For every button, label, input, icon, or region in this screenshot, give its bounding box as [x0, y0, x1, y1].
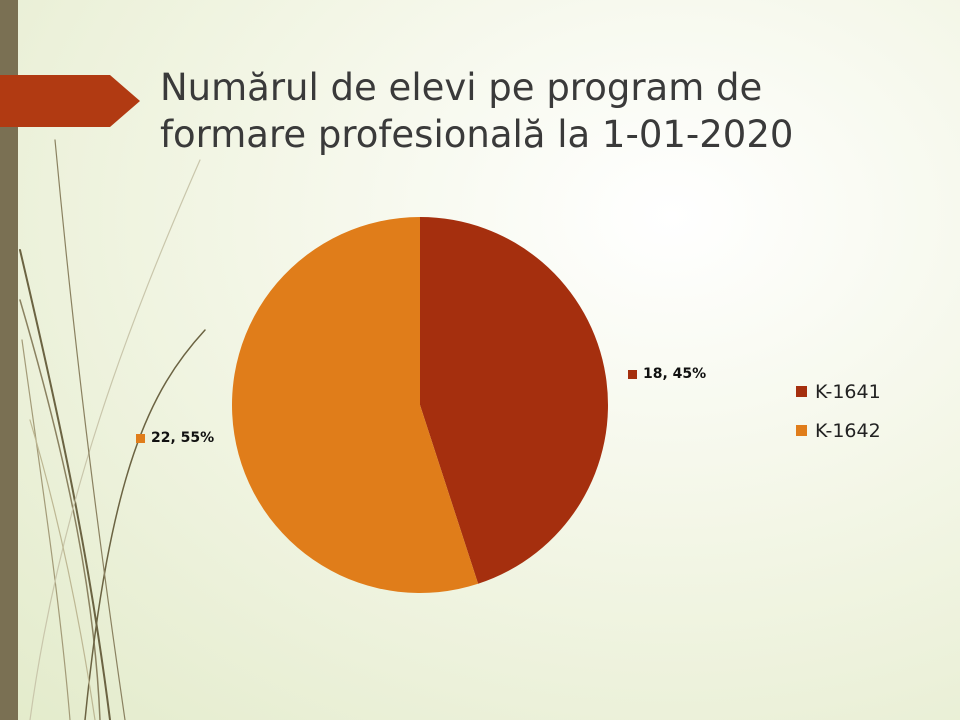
legend-swatch — [796, 386, 807, 397]
data-label-swatch — [136, 433, 145, 443]
legend-label: K-1641 — [815, 380, 881, 403]
slide-title-line-1: Numărul de elevi pe program de — [160, 66, 763, 109]
slide-title: Numărul de elevi pe program de formare p… — [160, 64, 920, 158]
side-bar — [0, 0, 18, 720]
legend-swatch — [796, 425, 807, 436]
data-label-text: 22, 55% — [151, 430, 215, 446]
legend-label: K-1642 — [815, 419, 881, 442]
slide-title-line-2: formare profesională la 1-01-2020 — [160, 113, 794, 156]
grass-strokes — [19, 139, 206, 720]
data-label-k-1641: 18, 45% — [628, 366, 706, 382]
legend: K-1641 K-1642 — [796, 372, 881, 450]
data-label-k-1642: 22, 55% — [136, 430, 214, 446]
legend-item-k-1642: K-1642 — [796, 411, 881, 450]
pie-slice-k-1641 — [420, 217, 608, 584]
data-label-swatch — [628, 369, 637, 379]
pie-slice-k-1642 — [231, 217, 479, 594]
title-arrow — [0, 75, 140, 127]
legend-item-k-1641: K-1641 — [796, 372, 881, 411]
data-label-text: 18, 45% — [643, 366, 707, 382]
